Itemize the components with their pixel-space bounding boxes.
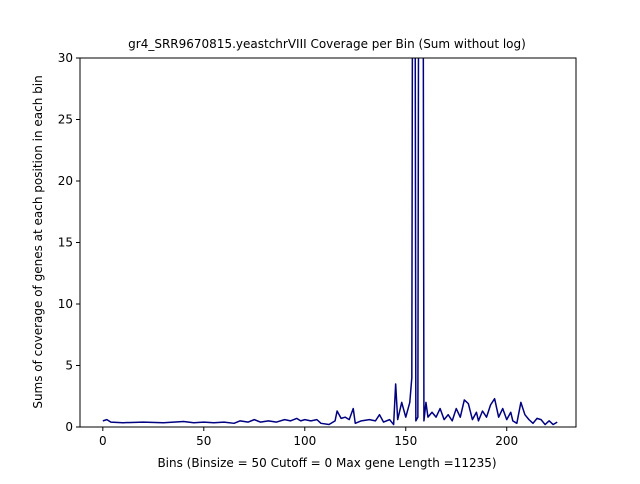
x-tick-label: 150 <box>394 434 417 448</box>
chart-title: gr4_SRR9670815.yeastchrVIII Coverage per… <box>128 37 526 51</box>
x-tick-label: 200 <box>495 434 518 448</box>
y-tick-label: 0 <box>65 420 73 434</box>
y-tick-label: 10 <box>58 297 73 311</box>
data-line <box>102 58 558 426</box>
y-tick-label: 30 <box>58 51 73 65</box>
y-tick-label: 25 <box>58 113 73 127</box>
x-tick-label: 100 <box>293 434 316 448</box>
y-tick-label: 20 <box>58 174 73 188</box>
x-tick-label: 0 <box>99 434 107 448</box>
x-tick-label: 50 <box>196 434 211 448</box>
y-tick-label: 5 <box>65 359 73 373</box>
x-axis-label: Bins (Binsize = 50 Cutoff = 0 Max gene L… <box>157 456 496 470</box>
y-axis-label: Sums of coverage of genes at each positi… <box>31 75 45 408</box>
plot-frame <box>79 57 577 428</box>
y-tick-label: 15 <box>58 236 73 250</box>
